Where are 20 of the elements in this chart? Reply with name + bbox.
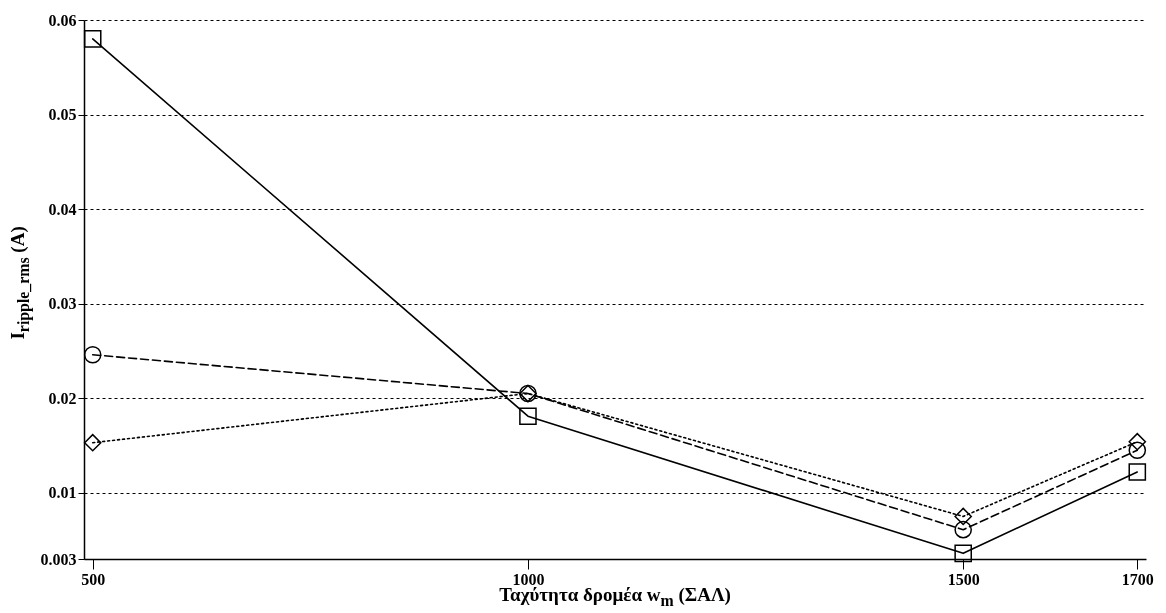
y-tick-label: 0.03: [48, 295, 77, 313]
y-tick-label: 0.05: [48, 106, 77, 124]
point: [1128, 441, 1147, 460]
point: [519, 407, 537, 426]
x-tick-label: 1700: [1121, 570, 1154, 588]
x-tick-label: 1500: [947, 570, 980, 588]
point: [1128, 463, 1147, 481]
point: [1128, 432, 1147, 451]
point: [954, 520, 973, 539]
point: [954, 507, 973, 526]
point: [83, 433, 102, 452]
point: [83, 30, 102, 48]
y-tick-label: 0.003: [40, 550, 77, 568]
point: [954, 544, 973, 563]
y-tick-label: 0.02: [48, 389, 77, 407]
y-tick-label: 0.01: [48, 484, 77, 502]
y-tick-label: 0.06: [48, 11, 77, 29]
y-tick-label: 0.04: [48, 200, 77, 218]
point: [83, 345, 102, 364]
x-tick-label: 500: [81, 570, 106, 588]
